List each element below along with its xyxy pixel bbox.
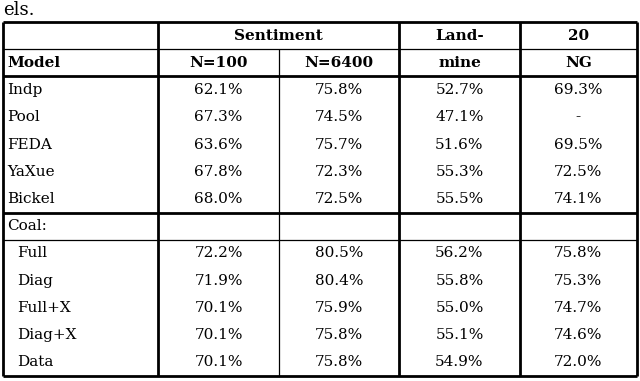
Text: 75.8%: 75.8%: [554, 247, 602, 261]
Text: Pool: Pool: [7, 110, 40, 124]
Text: Land-: Land-: [435, 29, 484, 43]
Text: N=6400: N=6400: [305, 56, 374, 70]
Text: 74.6%: 74.6%: [554, 328, 603, 342]
Text: Model: Model: [7, 56, 60, 70]
Text: 67.3%: 67.3%: [195, 110, 243, 124]
Text: FEDA: FEDA: [7, 138, 52, 152]
Text: Diag: Diag: [17, 274, 53, 288]
Text: 51.6%: 51.6%: [435, 138, 484, 152]
Text: 67.8%: 67.8%: [195, 165, 243, 179]
Text: 75.8%: 75.8%: [315, 83, 363, 97]
Text: 68.0%: 68.0%: [195, 192, 243, 206]
Text: 74.1%: 74.1%: [554, 192, 603, 206]
Text: 52.7%: 52.7%: [435, 83, 484, 97]
Text: 80.4%: 80.4%: [315, 274, 364, 288]
Text: Sentiment: Sentiment: [234, 29, 323, 43]
Text: 74.7%: 74.7%: [554, 301, 602, 315]
Text: 55.3%: 55.3%: [435, 165, 484, 179]
Text: 80.5%: 80.5%: [315, 247, 364, 261]
Text: 75.8%: 75.8%: [315, 355, 363, 370]
Text: 54.9%: 54.9%: [435, 355, 484, 370]
Text: Full+X: Full+X: [17, 301, 71, 315]
Text: 70.1%: 70.1%: [195, 301, 243, 315]
Text: 55.1%: 55.1%: [435, 328, 484, 342]
Text: Diag+X: Diag+X: [17, 328, 77, 342]
Text: Bickel: Bickel: [7, 192, 54, 206]
Text: 75.3%: 75.3%: [554, 274, 602, 288]
Text: 47.1%: 47.1%: [435, 110, 484, 124]
Text: Indp: Indp: [7, 83, 42, 97]
Text: 74.5%: 74.5%: [315, 110, 364, 124]
Text: 75.7%: 75.7%: [315, 138, 363, 152]
Text: 72.3%: 72.3%: [315, 165, 364, 179]
Text: 20: 20: [568, 29, 589, 43]
Text: NG: NG: [565, 56, 592, 70]
Text: 69.5%: 69.5%: [554, 138, 603, 152]
Text: Data: Data: [17, 355, 53, 370]
Text: 75.8%: 75.8%: [315, 328, 363, 342]
Text: Full: Full: [17, 247, 47, 261]
Text: 55.5%: 55.5%: [435, 192, 484, 206]
Text: 72.2%: 72.2%: [195, 247, 243, 261]
Text: els.: els.: [3, 1, 35, 19]
Text: 69.3%: 69.3%: [554, 83, 603, 97]
Text: 72.5%: 72.5%: [554, 165, 602, 179]
Text: 63.6%: 63.6%: [195, 138, 243, 152]
Text: 56.2%: 56.2%: [435, 247, 484, 261]
Text: 70.1%: 70.1%: [195, 328, 243, 342]
Text: -: -: [576, 110, 581, 124]
Text: 72.5%: 72.5%: [315, 192, 364, 206]
Text: 55.0%: 55.0%: [435, 301, 484, 315]
Text: 72.0%: 72.0%: [554, 355, 603, 370]
Text: 71.9%: 71.9%: [195, 274, 243, 288]
Text: 62.1%: 62.1%: [195, 83, 243, 97]
Text: 70.1%: 70.1%: [195, 355, 243, 370]
Text: 55.8%: 55.8%: [435, 274, 484, 288]
Text: YaXue: YaXue: [7, 165, 54, 179]
Text: N=100: N=100: [189, 56, 248, 70]
Text: Coal:: Coal:: [7, 219, 47, 233]
Text: 75.9%: 75.9%: [315, 301, 364, 315]
Text: mine: mine: [438, 56, 481, 70]
